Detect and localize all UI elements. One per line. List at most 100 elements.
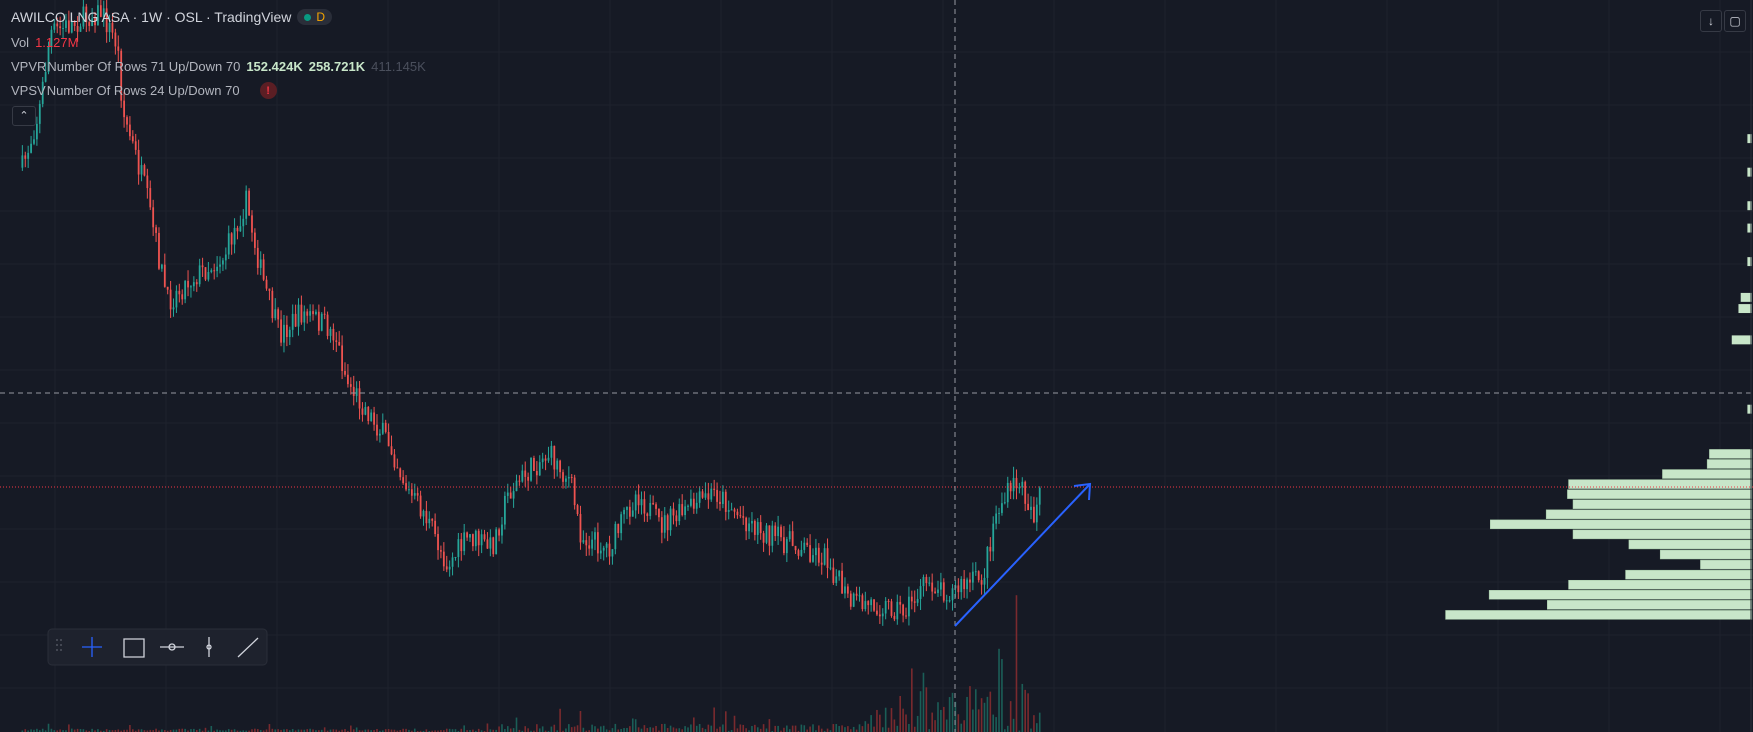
drag-handle [60, 644, 62, 646]
rectangle-tool[interactable] [123, 638, 145, 658]
fullscreen-button[interactable]: ▢ [1724, 10, 1746, 32]
trend-line-tool[interactable] [237, 637, 259, 658]
candle-body [300, 304, 303, 323]
candle-body [910, 596, 913, 602]
candle-body [204, 267, 207, 280]
indicator-vpsv[interactable]: VPSV Number Of Rows 24 Up/Down 70 ! [11, 82, 277, 99]
volume-bar [262, 730, 265, 732]
volume-bar [716, 728, 718, 732]
volume-bar [82, 729, 85, 732]
volume-bar [152, 730, 154, 732]
volume-bar [451, 729, 454, 732]
candle-body [867, 601, 870, 606]
scroll-button[interactable]: ↓ [1700, 10, 1722, 32]
candle-body [216, 266, 219, 272]
volume-bar [626, 727, 628, 732]
volume-bar [483, 730, 486, 732]
volume-bar [355, 727, 358, 732]
candle-body [690, 498, 692, 506]
candle-body [280, 319, 282, 343]
market-status[interactable]: D [297, 9, 333, 25]
volume-bar [806, 729, 808, 732]
candle-body [396, 467, 399, 469]
volume-profile-bar [1545, 509, 1753, 519]
candle-body [596, 532, 599, 554]
candle-body [858, 595, 861, 597]
volume-bar [73, 729, 76, 732]
volume-bar [286, 729, 288, 732]
vertical-line-tool[interactable] [206, 637, 212, 657]
candle-body [797, 550, 800, 556]
candle-body [184, 280, 187, 300]
candle-body [623, 509, 625, 515]
volume-bar [323, 727, 326, 732]
candle-body [329, 328, 332, 336]
candle-body [550, 445, 553, 458]
candle-body [873, 599, 875, 611]
volume-bar [620, 728, 622, 732]
volume-bar [393, 729, 396, 732]
candle-body [753, 520, 756, 535]
candle-body [187, 280, 189, 288]
drag-handle [56, 644, 58, 646]
candle-body [361, 408, 364, 415]
crosshair-tool[interactable] [82, 637, 102, 657]
candle-body [451, 557, 454, 567]
candle-body [137, 149, 140, 175]
candle-body [134, 141, 137, 150]
volume-bar [803, 725, 806, 732]
candle-body [556, 460, 559, 470]
volume-bar [117, 729, 120, 732]
candle-body [823, 548, 826, 565]
volume-bar [681, 729, 683, 732]
candle-body [309, 311, 312, 316]
volume-bar [745, 728, 747, 732]
volume-bar [701, 727, 704, 732]
candle-body [855, 593, 858, 596]
alert-icon[interactable]: ! [259, 82, 277, 99]
volume-bar [408, 729, 410, 732]
volume-bar [100, 730, 102, 732]
candle-body [129, 124, 131, 137]
volume-bar [913, 726, 916, 732]
candle-body [562, 472, 564, 482]
volume-bar [841, 725, 843, 732]
volume-bar [498, 726, 500, 732]
volume-bar [672, 727, 675, 732]
volume-bar [47, 723, 50, 732]
candle-body [768, 525, 771, 546]
volume-bar [469, 729, 471, 732]
candle-body [474, 530, 477, 547]
volume-bar [948, 697, 951, 732]
candle-body [192, 282, 195, 287]
volume-bar [480, 730, 483, 732]
volume-bar [36, 728, 38, 732]
horizontal-ray-tool[interactable] [160, 643, 184, 651]
candle-body [56, 23, 59, 27]
volume-bar [780, 730, 782, 732]
volume-profile-bar [1747, 223, 1752, 233]
candles [21, 0, 1041, 626]
volume-bar [1012, 718, 1015, 732]
indicator-vol[interactable]: Vol 1.127M [11, 35, 78, 50]
candle-body [416, 493, 419, 496]
arrow-head [1073, 482, 1092, 501]
volume-bar [94, 730, 96, 732]
collapse-button[interactable]: ⌃ [12, 106, 36, 126]
candle-body [1027, 503, 1029, 511]
indicator-vpvr[interactable]: VPVR Number Of Rows 71 Up/Down 70 152.42… [11, 59, 426, 74]
volume-bar [239, 730, 242, 732]
volume-profile-bar [1659, 549, 1753, 560]
volume-bar [65, 730, 67, 732]
candle-body [76, 25, 79, 32]
volume-bar [794, 725, 797, 732]
volume-bar [402, 728, 404, 732]
volume-bar [422, 730, 425, 732]
candle-body [24, 155, 27, 159]
volume-bar [669, 725, 672, 732]
candle-body [992, 523, 995, 552]
candle-body [73, 21, 76, 26]
candle-body [498, 529, 500, 536]
candle-body [678, 504, 681, 522]
volume-bar [472, 729, 474, 732]
